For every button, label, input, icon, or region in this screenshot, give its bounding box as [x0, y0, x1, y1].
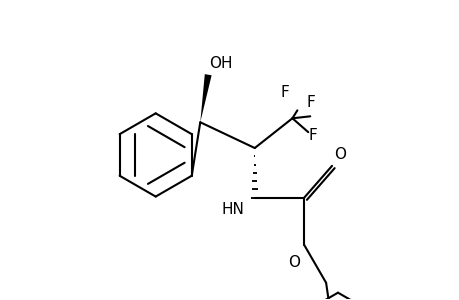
Text: O: O	[333, 147, 345, 162]
Text: F: F	[280, 85, 288, 100]
Polygon shape	[200, 74, 211, 122]
Text: HN: HN	[221, 202, 244, 217]
Text: O: O	[288, 255, 300, 270]
Text: F: F	[308, 128, 316, 143]
Text: OH: OH	[209, 56, 232, 71]
Text: F: F	[306, 95, 314, 110]
